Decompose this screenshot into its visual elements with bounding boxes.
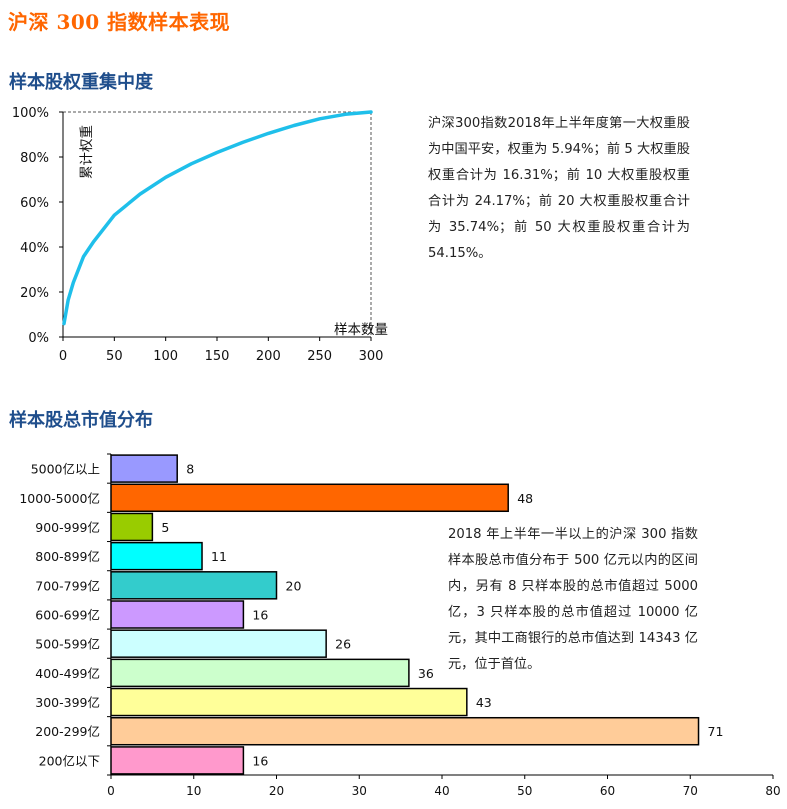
data-label: 43 [476,695,492,710]
section-title-weight-concentration: 样本股权重集中度 [9,72,153,93]
data-label: 8 [186,462,194,477]
bar [110,512,154,542]
bar [110,629,327,658]
x-tick-label: 70 [683,784,698,798]
y-tick-label: 60% [20,196,49,211]
y-tick-label: 0% [28,331,49,346]
category-label: 200亿以下 [39,753,100,768]
x-tick-label: 0 [107,784,115,798]
bar [110,483,509,513]
category-label: 300-399亿 [35,695,100,710]
x-tick-label: 250 [307,349,332,364]
x-tick-label: 30 [352,784,367,798]
market-cap-description: 2018 年上半年一半以上的沪深 300 指数样本股总市值分布于 500 亿元以… [448,527,698,672]
bar [110,658,410,688]
data-label: 16 [252,608,268,623]
bar [110,571,278,600]
data-label: 26 [335,637,351,652]
category-label: 5000亿以上 [31,462,100,477]
x-tick-label: 80 [765,784,780,798]
weight-concentration-description: 沪深300指数2018年上半年度第一大权重股为中国平安，权重为 5.94%；前 … [428,116,690,261]
page-title: 沪深 300 指数样本表现 [8,10,231,34]
category-label: 900-999亿 [35,520,100,535]
y-tick-label: 80% [20,151,49,166]
data-label: 48 [517,491,533,506]
category-label: 400-499亿 [35,666,100,681]
data-label: 71 [708,724,724,739]
category-label: 600-699亿 [35,608,100,623]
data-label: 36 [418,666,434,681]
y-axis-label: 累计权重 [78,125,95,179]
bar [110,687,468,717]
category-label: 800-899亿 [35,549,100,564]
data-label: 20 [286,578,302,593]
x-tick-label: 150 [205,349,230,364]
x-tick-label: 100 [153,349,178,364]
x-tick-label: 50 [106,349,123,364]
category-label: 200-299亿 [35,724,100,739]
data-label: 16 [252,753,268,768]
category-label: 700-799亿 [35,578,100,593]
category-label: 500-599亿 [35,637,100,652]
y-tick-label: 40% [20,241,49,256]
bar [110,541,203,571]
x-tick-label: 50 [517,784,532,798]
x-tick-label: 60 [600,784,615,798]
category-label: 1000-5000亿 [19,491,100,506]
data-label: 11 [211,549,227,564]
x-tick-label: 200 [256,349,281,364]
bar [110,716,700,746]
x-axis-label: 样本数量 [334,322,388,338]
market-cap-bar-chart: 5000亿以上 8 1000-5000亿 48 900-999亿 5 800-899亿 11 7… [19,453,781,798]
y-tick-label: 100% [12,106,49,121]
x-tick-label: 300 [359,349,384,364]
cumulative-weight-chart: 0% 20% 40% 60% 80% 100% 0 50 100 150 200 250 300 累计权重… [12,106,388,364]
x-tick-label: 40 [434,784,449,798]
cumulative-weight-line [62,110,373,326]
section-title-market-cap-distribution: 样本股总市值分布 [9,410,153,431]
x-tick-label: 0 [59,349,67,364]
bar [110,746,245,775]
y-tick-label: 20% [20,286,49,301]
bar [110,600,245,629]
x-tick-label: 10 [186,784,201,798]
data-label: 5 [161,520,169,535]
x-tick-label: 20 [269,784,284,798]
bar [110,454,178,483]
